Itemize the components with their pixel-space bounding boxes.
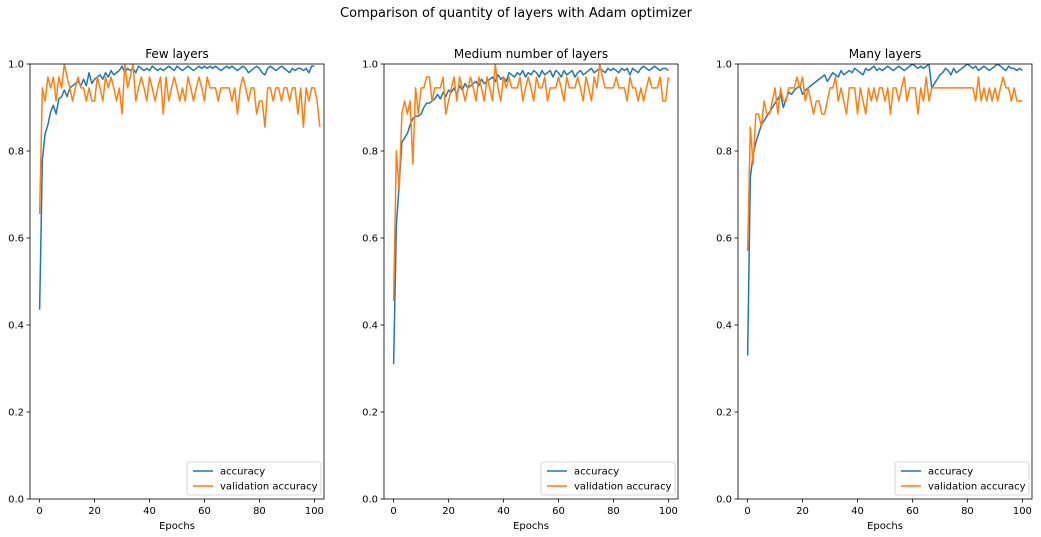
subplot-1: 0 20 40 60 80 100 0.0 0.2 0.4 0.6 0.8 1.0 Few layers… [8, 47, 325, 532]
series-line-validation-accuracy [392, 64, 670, 302]
x-axis-label: Epochs [867, 521, 903, 532]
x-tick-label: 60 [552, 506, 565, 517]
x-tick-label: 0 [390, 506, 396, 517]
y-tick-label: 0.4 [8, 321, 24, 332]
series-line-validation-accuracy [38, 64, 321, 215]
series-line-validation-accuracy [746, 76, 1023, 252]
legend-label: accuracy [928, 467, 973, 478]
legend-box [894, 461, 1030, 496]
subplot-title: Medium number of layers [454, 47, 608, 61]
x-tick-label: 40 [497, 506, 510, 517]
y-tick-label: 1.0 [8, 60, 24, 71]
x-tick-label: 20 [442, 506, 455, 517]
x-tick-label: 40 [143, 506, 156, 517]
x-tick-label: 0 [744, 506, 750, 517]
legend-label: validation accuracy [574, 482, 672, 493]
y-tick-label: 0.4 [362, 321, 378, 332]
x-tick-label: 80 [253, 506, 266, 517]
y-tick-label: 1.0 [716, 60, 732, 71]
y-tick-label: 0.8 [8, 147, 24, 158]
x-tick-label: 100 [1013, 506, 1032, 517]
subplot-3: 0 20 40 60 80 100 0.0 0.2 0.4 0.6 0.8 1.0 Many layer… [716, 47, 1033, 532]
y-tick-label: 0.0 [716, 495, 732, 506]
y-tick-label: 0.6 [362, 234, 378, 245]
x-tick-label: 100 [305, 506, 324, 517]
axes-frame [29, 63, 325, 500]
subplot-title: Many layers [849, 47, 922, 61]
x-tick-label: 80 [607, 506, 620, 517]
subplot-2: 0 20 40 60 80 100 0.0 0.2 0.4 0.6 0.8 1.0 Medium num… [362, 47, 679, 532]
legend-label: validation accuracy [928, 482, 1026, 493]
series-line-accuracy [38, 65, 315, 310]
legend-label: accuracy [220, 467, 265, 478]
subplot-panels: 0 20 40 60 80 100 0.0 0.2 0.4 0.6 0.8 1.0 Few layers… [8, 47, 1033, 532]
y-tick-label: 0.2 [8, 408, 24, 419]
x-tick-label: 100 [659, 506, 678, 517]
x-tick-label: 80 [961, 506, 974, 517]
x-tick-label: 60 [198, 506, 211, 517]
y-tick-label: 0.2 [362, 408, 378, 419]
legend: accuracy validation accuracy [540, 461, 676, 496]
legend: accuracy validation accuracy [186, 461, 322, 496]
x-tick-label: 20 [796, 506, 809, 517]
legend-box [186, 461, 322, 496]
x-axis-label: Epochs [159, 521, 195, 532]
y-tick-label: 0.0 [362, 495, 378, 506]
y-tick-label: 0.6 [8, 234, 24, 245]
y-tick-label: 0.8 [362, 147, 378, 158]
series-line-accuracy [746, 64, 1023, 356]
legend-label: validation accuracy [220, 482, 318, 493]
legend: accuracy validation accuracy [894, 461, 1030, 496]
x-axis-label: Epochs [513, 521, 549, 532]
series-group [746, 64, 1023, 356]
subplot-title: Few layers [145, 47, 209, 61]
x-tick-label: 40 [851, 506, 864, 517]
axes-frame [383, 63, 679, 500]
figure-suptitle: Comparison of quantity of layers with Ad… [340, 6, 693, 21]
series-group [392, 64, 670, 365]
legend-label: accuracy [574, 467, 619, 478]
series-line-accuracy [392, 65, 669, 365]
x-tick-label: 60 [906, 506, 919, 517]
x-tick-label: 0 [36, 506, 42, 517]
y-tick-label: 0.0 [8, 495, 24, 506]
y-tick-label: 0.6 [716, 234, 732, 245]
axes-frame [737, 63, 1033, 500]
y-tick-label: 0.2 [716, 408, 732, 419]
x-tick-label: 20 [88, 506, 101, 517]
y-tick-label: 0.4 [716, 321, 732, 332]
legend-box [540, 461, 676, 496]
y-tick-label: 0.8 [716, 147, 732, 158]
y-tick-label: 1.0 [362, 60, 378, 71]
series-group [38, 64, 321, 310]
